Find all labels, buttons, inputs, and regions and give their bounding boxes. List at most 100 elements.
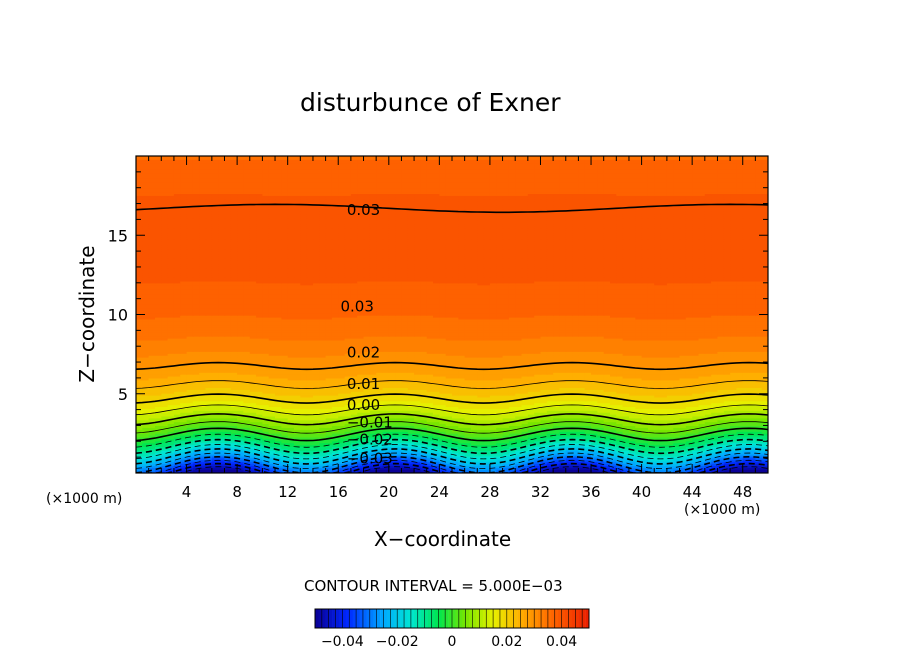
contour-band (723, 446, 731, 449)
contour-band (401, 444, 409, 447)
contour-band (641, 408, 649, 411)
contour-band (148, 383, 156, 387)
contour-band (300, 463, 308, 466)
contour-band (647, 381, 655, 385)
contour-band (742, 423, 750, 426)
contour-band (629, 389, 636, 392)
contour-band (597, 463, 605, 466)
contour-band (180, 414, 188, 417)
contour-band (565, 391, 573, 394)
contour-band (641, 457, 649, 461)
contour-band (256, 393, 263, 396)
contour-band (502, 383, 510, 387)
contour-band (471, 446, 478, 449)
contour-band (433, 381, 440, 385)
contour-band (313, 377, 320, 381)
contour-band (553, 471, 560, 473)
contour-band (180, 408, 188, 411)
contour-band (761, 417, 768, 421)
contour-band (237, 379, 244, 383)
contour-band (186, 381, 194, 385)
contour-band (306, 465, 314, 468)
contour-band (572, 452, 579, 455)
contour-band (325, 438, 333, 442)
contour-band (673, 427, 681, 430)
contour-band (685, 465, 693, 468)
contour-band (458, 429, 466, 432)
contour-band (559, 461, 567, 465)
contour-band (723, 455, 731, 459)
contour-band (445, 425, 453, 428)
contour-band (704, 395, 712, 398)
contour-band (319, 452, 327, 455)
contour-band (199, 454, 207, 457)
contour-band (553, 415, 560, 419)
contour-band (186, 415, 194, 419)
contour-band (508, 438, 516, 442)
contour-band (306, 393, 314, 396)
contour-band (173, 442, 181, 446)
contour-band (401, 461, 409, 465)
contour-band (173, 436, 181, 440)
contour-band (338, 450, 346, 453)
contour-band (692, 446, 700, 449)
contour-band (489, 433, 497, 436)
contour-band (730, 467, 737, 470)
contour-band (597, 383, 605, 387)
contour-band (275, 444, 282, 447)
contour-band (439, 452, 447, 455)
contour-band (736, 387, 744, 390)
contour-band (559, 396, 567, 400)
contour-band (186, 425, 194, 428)
contour-band (616, 415, 624, 419)
contour-band (199, 448, 207, 451)
contour-band (666, 408, 674, 411)
contour-band (388, 454, 396, 457)
contour-band (148, 406, 156, 409)
contour-band (426, 412, 434, 415)
contour-band (496, 435, 504, 438)
contour-band (572, 444, 579, 447)
contour-band (382, 444, 390, 447)
contour-band (736, 446, 744, 449)
contour-band (230, 438, 238, 442)
contour-band (256, 419, 263, 423)
contour-band (736, 404, 744, 407)
contour-band (395, 450, 402, 453)
contour-band (338, 454, 346, 457)
contour-band (313, 385, 320, 388)
contour-band (395, 431, 402, 434)
contour-band (527, 442, 535, 446)
contour-band (401, 408, 409, 411)
contour-band (698, 410, 706, 413)
contour-band (313, 414, 320, 417)
contour-band (666, 415, 674, 419)
contour-band (736, 461, 744, 465)
contour-band (338, 412, 346, 415)
contour-band (205, 444, 213, 447)
contour-band (382, 423, 390, 426)
contour-band (256, 414, 263, 417)
contour-band (629, 423, 636, 426)
contour-band (155, 457, 162, 461)
contour-band (553, 408, 560, 411)
contour-band (382, 457, 390, 461)
contour-band (616, 406, 624, 409)
contour-band (262, 412, 270, 415)
contour-band (622, 423, 630, 426)
contour-band (654, 425, 662, 428)
contour-band (294, 406, 301, 409)
contour-band (666, 467, 674, 470)
contour-band (742, 454, 750, 457)
contour-band (673, 381, 681, 385)
contour-band (742, 438, 750, 442)
contour-band (344, 438, 352, 442)
contour-band (660, 421, 668, 425)
contour-band (610, 455, 617, 459)
contour-band (325, 463, 333, 466)
contour-band (711, 469, 718, 472)
contour-band (439, 431, 447, 434)
contour-band (610, 419, 617, 423)
contour-band (698, 425, 706, 428)
contour-band (136, 389, 143, 392)
